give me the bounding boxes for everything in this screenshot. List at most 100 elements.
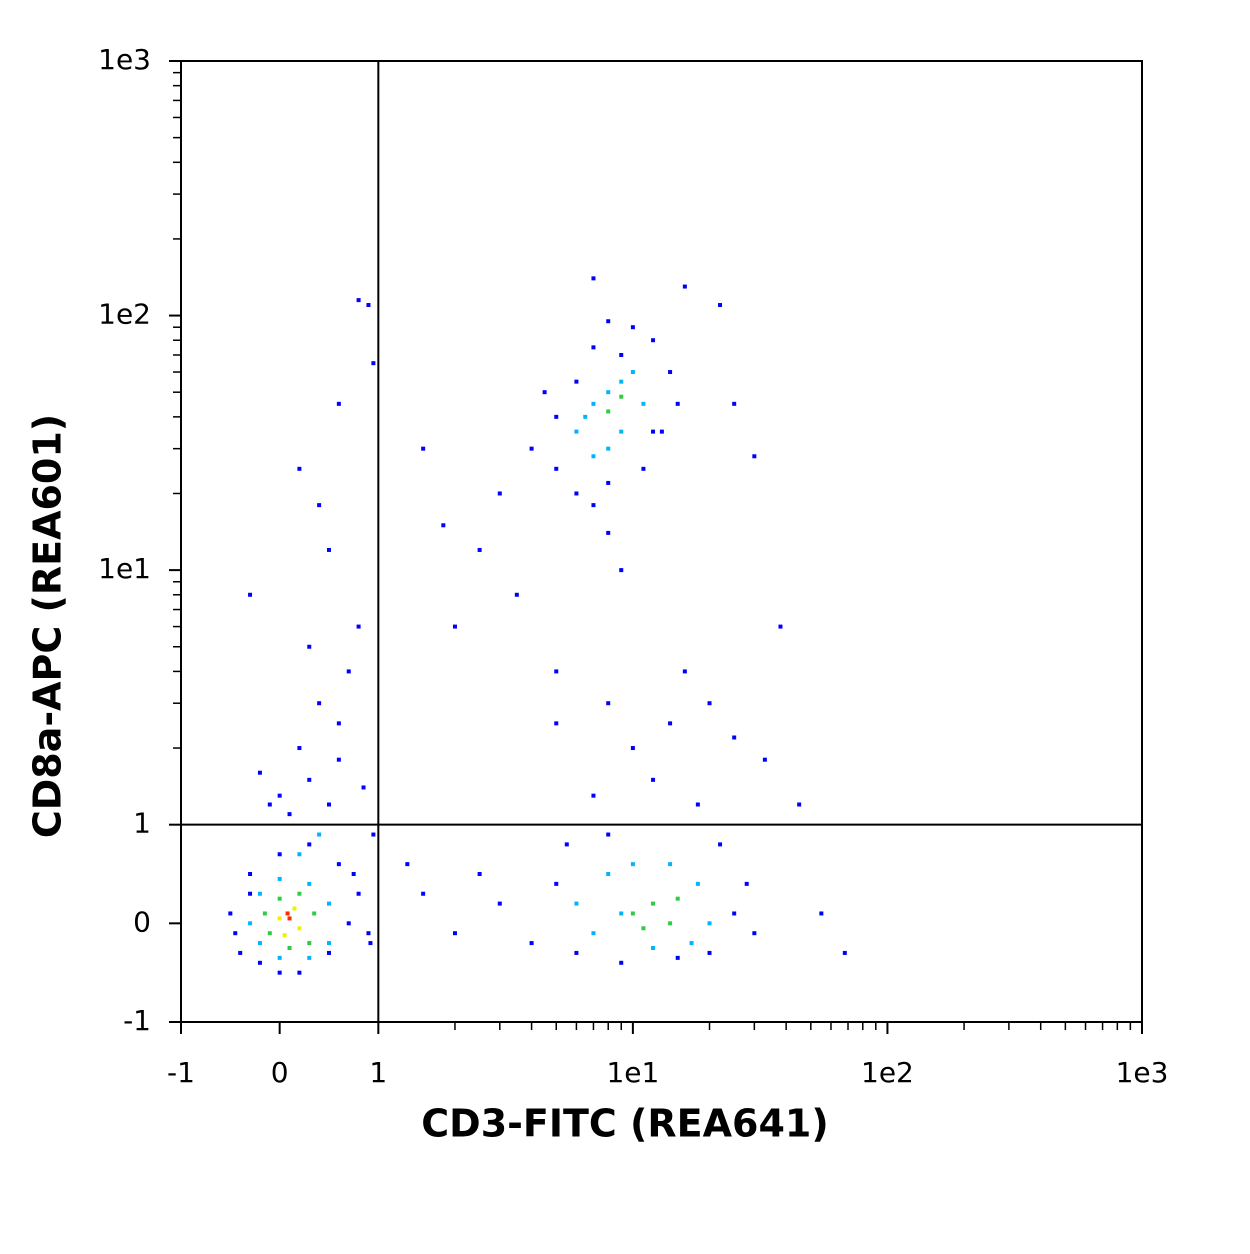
data-point	[630, 911, 635, 916]
data-point	[718, 842, 723, 847]
data-point	[368, 941, 373, 946]
y-tick-label: 1e1	[98, 552, 151, 585]
data-point	[366, 931, 371, 936]
data-point	[497, 901, 502, 906]
data-point	[317, 832, 322, 837]
x-tick-label: -1	[167, 1056, 195, 1089]
data-point	[248, 592, 253, 597]
y-tick-label: -1	[123, 1004, 151, 1037]
data-point	[307, 777, 312, 782]
y-tick-label: 1e3	[98, 43, 151, 76]
data-point	[312, 911, 317, 916]
data-point	[619, 568, 624, 573]
x-tick-label: 1e1	[606, 1056, 659, 1089]
data-point	[356, 298, 361, 303]
data-point	[797, 802, 802, 807]
y-tick-label: 1	[133, 807, 151, 840]
data-point	[630, 325, 635, 330]
data-point	[346, 921, 351, 926]
data-point	[257, 770, 262, 775]
data-point	[591, 503, 596, 508]
data-point	[336, 721, 341, 726]
data-point	[651, 338, 656, 343]
data-point	[248, 891, 253, 896]
data-point	[718, 303, 723, 308]
data-point	[421, 446, 426, 451]
data-point	[285, 911, 290, 916]
data-point	[477, 547, 482, 552]
data-point	[233, 931, 238, 936]
data-point	[591, 454, 596, 459]
data-point	[267, 802, 272, 807]
data-point	[583, 414, 588, 419]
data-point	[277, 916, 282, 921]
data-point	[675, 955, 680, 960]
data-point	[297, 970, 302, 975]
data-point	[497, 491, 502, 496]
data-point	[651, 901, 656, 906]
data-point	[277, 876, 282, 881]
data-point	[277, 852, 282, 857]
data-point	[228, 911, 233, 916]
data-point	[356, 624, 361, 629]
data-point	[277, 896, 282, 901]
data-point	[277, 970, 282, 975]
data-point	[529, 446, 534, 451]
data-point	[606, 872, 611, 877]
data-point	[630, 370, 635, 375]
data-point	[356, 891, 361, 896]
data-point	[707, 701, 712, 706]
data-point	[659, 429, 664, 434]
data-point	[282, 933, 287, 938]
data-point	[574, 901, 579, 906]
data-point	[257, 941, 262, 946]
data-point	[651, 777, 656, 782]
data-point	[606, 701, 611, 706]
data-point	[336, 401, 341, 406]
data-point	[257, 891, 262, 896]
data-point	[326, 950, 331, 955]
data-point	[574, 491, 579, 496]
data-point	[277, 793, 282, 798]
data-point	[819, 911, 824, 916]
y-axis-title: CD8a-APC (REA601)	[26, 414, 70, 838]
data-point	[336, 862, 341, 867]
plot-frame	[180, 60, 1143, 1023]
data-point	[606, 390, 611, 395]
data-point	[554, 721, 559, 726]
data-point	[732, 401, 737, 406]
data-point	[744, 881, 749, 886]
data-point	[361, 785, 366, 790]
data-point	[606, 530, 611, 535]
data-point	[778, 624, 783, 629]
data-point	[287, 946, 292, 951]
x-tick-label: 0	[271, 1056, 289, 1089]
data-point	[297, 891, 302, 896]
data-point	[682, 284, 687, 289]
data-point	[371, 832, 376, 837]
data-point	[675, 401, 680, 406]
data-point	[292, 906, 297, 911]
data-point	[307, 842, 312, 847]
data-point	[651, 429, 656, 434]
data-point	[326, 941, 331, 946]
x-axis-title: CD3-FITC (REA641)	[421, 1102, 828, 1146]
data-point	[591, 276, 596, 281]
data-point	[452, 624, 457, 629]
data-point	[707, 950, 712, 955]
data-point	[257, 960, 262, 965]
data-point	[248, 872, 253, 877]
data-point	[682, 669, 687, 674]
data-point	[336, 757, 341, 762]
data-point	[307, 941, 312, 946]
data-point	[452, 931, 457, 936]
data-point	[346, 669, 351, 674]
data-point	[651, 946, 656, 951]
data-point	[695, 881, 700, 886]
data-point	[668, 921, 673, 926]
data-point	[574, 429, 579, 434]
data-point	[641, 926, 646, 931]
data-point	[297, 926, 302, 931]
